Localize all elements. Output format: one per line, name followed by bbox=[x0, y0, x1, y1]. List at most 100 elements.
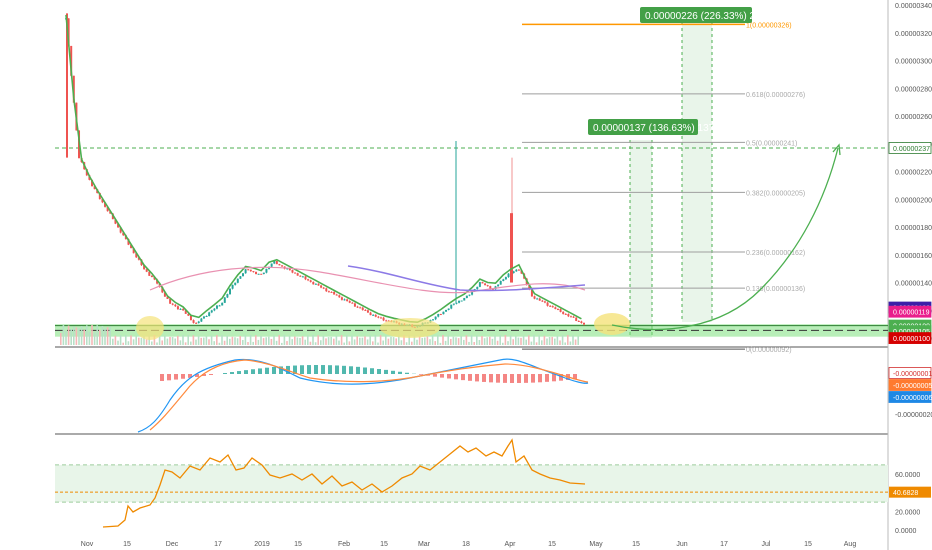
candle-body bbox=[119, 227, 122, 233]
volume-bar bbox=[486, 337, 488, 345]
volume-bar bbox=[112, 338, 114, 345]
volume-bar bbox=[88, 331, 91, 345]
volume-bar bbox=[288, 335, 291, 345]
volume-bar bbox=[515, 336, 517, 345]
volume-bar bbox=[525, 339, 527, 345]
price-axis-badge-text: 0.00000119 bbox=[893, 310, 930, 317]
y-tick-label: 0.00000140 bbox=[895, 281, 932, 288]
macd-histogram-bar bbox=[391, 370, 395, 374]
macd-axis-badge bbox=[888, 379, 932, 391]
candle-body bbox=[510, 213, 513, 283]
volume-bar bbox=[361, 337, 364, 345]
volume-bar bbox=[335, 335, 338, 345]
volume-bar bbox=[504, 335, 507, 345]
volume-bar bbox=[275, 340, 278, 345]
y-tick-label: 0.00000300 bbox=[895, 59, 932, 66]
candle-body bbox=[338, 295, 341, 298]
candle-body bbox=[478, 282, 481, 287]
volume-bar bbox=[296, 337, 299, 345]
x-tick-label: 15 bbox=[804, 541, 812, 548]
volume-bar bbox=[494, 335, 496, 345]
volume-bar bbox=[223, 340, 226, 345]
volume-bar bbox=[244, 335, 247, 345]
volume-bar bbox=[499, 335, 501, 345]
candle-body bbox=[101, 199, 104, 203]
macd-histogram-bar bbox=[188, 374, 192, 378]
macd-histogram-bar bbox=[244, 370, 248, 374]
candle-body bbox=[270, 263, 273, 267]
volume-bar bbox=[348, 341, 351, 345]
volume-bar bbox=[507, 341, 509, 345]
macd-histogram-bar bbox=[461, 374, 465, 381]
y-tick-label: 0.00000180 bbox=[895, 225, 932, 232]
macd-histogram-bar bbox=[559, 374, 563, 381]
volume-bar bbox=[109, 326, 111, 345]
volume-bar bbox=[452, 336, 455, 345]
candle-body bbox=[106, 206, 109, 212]
x-tick-label: 15 bbox=[123, 541, 131, 548]
price-axis-badge-text: 0.00000237 bbox=[893, 146, 930, 153]
volume-bar bbox=[392, 337, 395, 345]
volume-bar bbox=[93, 332, 96, 345]
macd-histogram-bar bbox=[349, 366, 353, 374]
candle-body bbox=[353, 303, 356, 307]
volume-bar bbox=[255, 335, 257, 345]
x-tick-label: Jul bbox=[762, 541, 771, 548]
volume-bar bbox=[106, 327, 109, 345]
x-tick-label: 15 bbox=[380, 541, 388, 548]
candle-body bbox=[117, 223, 120, 228]
volume-bar bbox=[369, 335, 371, 345]
candle-body bbox=[161, 286, 164, 293]
volume-bar bbox=[226, 335, 228, 345]
volume-bar bbox=[379, 335, 382, 345]
volume-bar bbox=[83, 329, 85, 345]
candle-body bbox=[439, 314, 442, 316]
volume-bar bbox=[351, 335, 353, 345]
volume-bar bbox=[481, 336, 483, 345]
candle-body bbox=[252, 271, 255, 273]
y-tick-label: 0.00000220 bbox=[895, 170, 932, 177]
volume-bar bbox=[538, 335, 540, 345]
volume-bar bbox=[73, 326, 75, 345]
volume-bar bbox=[153, 335, 156, 345]
candle-body bbox=[351, 302, 354, 304]
rsi-y-tick: 20.0000 bbox=[895, 509, 920, 516]
macd-histogram-bar bbox=[552, 374, 556, 382]
volume-bar bbox=[561, 335, 564, 345]
candle-body bbox=[174, 304, 177, 307]
volume-bar bbox=[174, 338, 176, 345]
candle-body bbox=[551, 306, 554, 308]
candle-body bbox=[312, 281, 315, 285]
candle-body bbox=[343, 299, 346, 301]
candle-body bbox=[137, 257, 140, 260]
macd-histogram-bar bbox=[335, 365, 339, 374]
macd-histogram-bar bbox=[377, 369, 381, 374]
volume-bar bbox=[359, 337, 361, 345]
candle-body bbox=[309, 280, 312, 282]
volume-bar bbox=[314, 342, 317, 345]
candle-body bbox=[307, 279, 310, 281]
macd-histogram-bar bbox=[370, 368, 374, 374]
macd-histogram-bar bbox=[265, 367, 269, 374]
candle-body bbox=[158, 283, 161, 287]
candle-body bbox=[569, 316, 572, 318]
candle-body bbox=[301, 276, 304, 278]
macd-histogram-bar bbox=[321, 365, 325, 374]
volume-bar bbox=[541, 340, 543, 345]
candle-body bbox=[286, 268, 289, 270]
volume-bar bbox=[530, 341, 533, 345]
volume-bar bbox=[556, 335, 559, 345]
ma-pink-line bbox=[149, 266, 586, 294]
volume-bar bbox=[268, 336, 270, 345]
volume-bar bbox=[572, 335, 574, 345]
volume-bar bbox=[270, 338, 273, 345]
volume-bar bbox=[374, 335, 377, 345]
volume-bar bbox=[148, 335, 150, 345]
macd-histogram-bar bbox=[454, 374, 458, 380]
volume-bar bbox=[135, 336, 137, 345]
volume-bar bbox=[442, 335, 444, 345]
candle-body bbox=[176, 306, 179, 310]
candle-body bbox=[484, 283, 487, 286]
volume-bar bbox=[179, 340, 182, 345]
macd-histogram-bar bbox=[167, 374, 171, 381]
